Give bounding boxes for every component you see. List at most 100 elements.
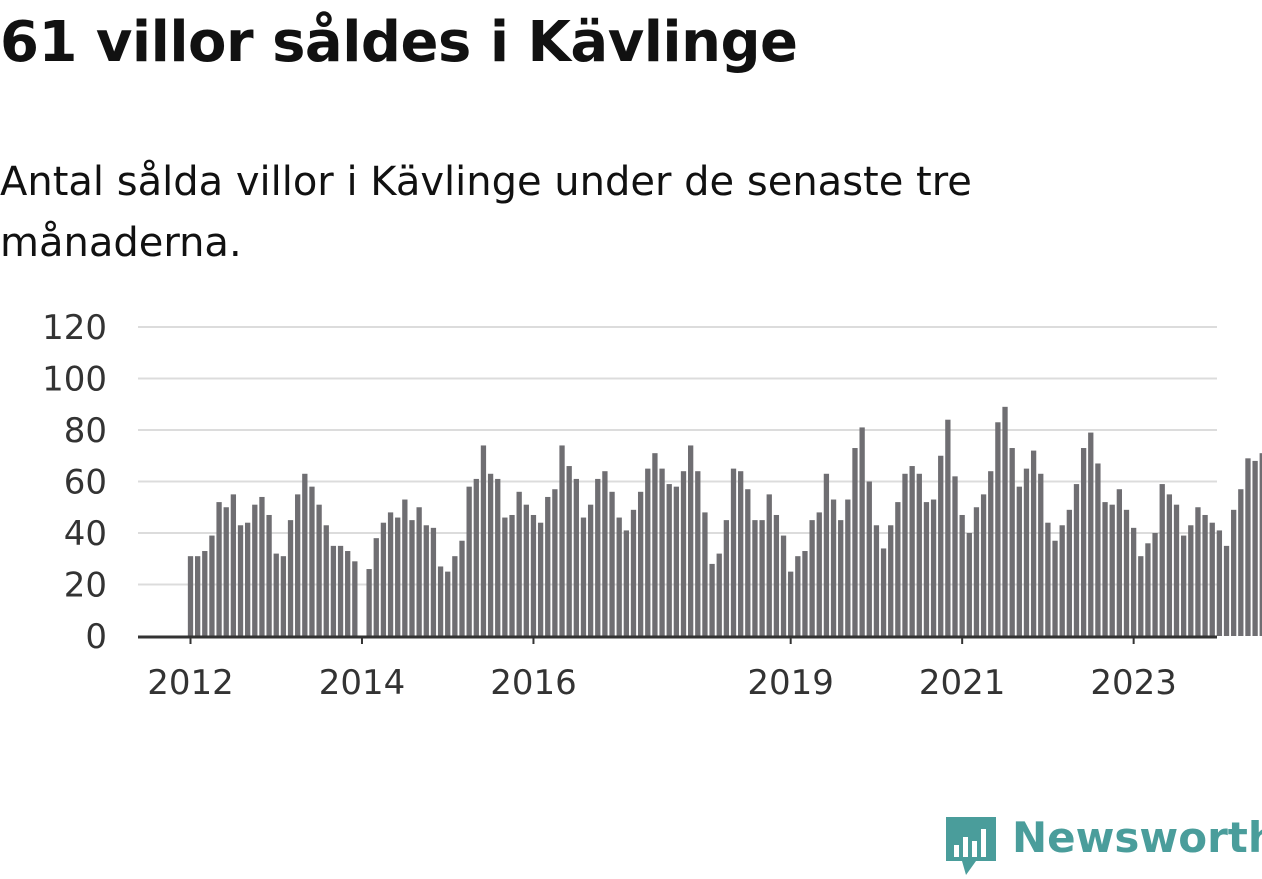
bar xyxy=(473,478,479,636)
bar xyxy=(659,468,665,636)
bar xyxy=(709,563,715,636)
bar xyxy=(1116,489,1122,636)
bar xyxy=(330,545,337,636)
bar xyxy=(1166,494,1173,636)
bar xyxy=(1159,484,1165,636)
bar xyxy=(309,486,315,636)
bar xyxy=(966,533,972,636)
bar xyxy=(902,473,908,636)
y-tick-label: 100 xyxy=(42,360,107,400)
bar xyxy=(237,525,244,636)
bar xyxy=(245,522,251,636)
bar xyxy=(552,489,558,636)
y-axis-tick-labels: 0 20 40 60 80 100 120 xyxy=(42,308,107,657)
x-axis-tick-labels: 2012201420162019202120232025 xyxy=(147,636,1262,703)
bar xyxy=(866,481,872,636)
bar xyxy=(295,494,301,636)
bar xyxy=(187,556,194,636)
bar xyxy=(1023,468,1030,636)
bar xyxy=(1173,504,1180,636)
bar xyxy=(509,514,515,636)
bar xyxy=(466,486,472,636)
newsworthy-brand: Newsworthy xyxy=(946,809,1262,875)
bar xyxy=(616,517,622,636)
bar xyxy=(273,553,279,636)
x-tick-label: 2019 xyxy=(747,663,834,703)
bar xyxy=(530,514,537,636)
bar xyxy=(738,471,744,636)
bar xyxy=(695,471,701,636)
bar xyxy=(1016,486,1022,636)
bars xyxy=(187,406,1262,636)
bar xyxy=(873,525,880,636)
bar xyxy=(816,512,822,636)
bar xyxy=(923,502,930,636)
bar xyxy=(416,507,422,636)
bar xyxy=(888,525,894,636)
y-tick-label: 120 xyxy=(42,308,107,348)
bar xyxy=(645,468,651,636)
bar xyxy=(595,478,601,636)
y-tick-label: 80 xyxy=(64,411,107,451)
bar xyxy=(938,455,944,636)
bar xyxy=(673,486,680,636)
bar xyxy=(602,471,608,636)
bar xyxy=(959,514,965,636)
bar xyxy=(452,556,458,636)
bar xyxy=(688,445,694,636)
bar-chart: 0 20 40 60 80 100 120 2012 2014 2016 2019 2021 2023… xyxy=(42,308,1262,703)
bar xyxy=(1188,525,1194,636)
bar xyxy=(895,502,901,636)
bar xyxy=(423,525,429,636)
bar xyxy=(1038,473,1044,636)
bar xyxy=(573,478,579,636)
bar xyxy=(1095,463,1101,636)
bar xyxy=(337,545,344,636)
bar xyxy=(1002,406,1008,636)
bar xyxy=(766,494,772,636)
bar xyxy=(459,540,465,636)
bar xyxy=(1245,458,1251,636)
bar xyxy=(1088,432,1094,636)
bar xyxy=(516,491,522,636)
y-tick-label: 20 xyxy=(64,566,107,606)
bar xyxy=(838,520,844,636)
bar xyxy=(230,494,237,636)
bar xyxy=(1238,489,1244,636)
bar xyxy=(352,561,358,636)
bar xyxy=(409,520,415,636)
bar xyxy=(1259,453,1262,636)
bar xyxy=(1045,522,1051,636)
bar xyxy=(1195,507,1201,636)
bar xyxy=(1030,450,1037,636)
bar xyxy=(1080,448,1087,636)
bar xyxy=(988,471,994,636)
bar xyxy=(702,512,708,636)
bar xyxy=(773,514,780,636)
y-tick-label: 40 xyxy=(64,514,107,554)
bar xyxy=(266,514,272,636)
bar xyxy=(345,551,351,636)
bar xyxy=(980,494,987,636)
bar xyxy=(1223,545,1230,636)
bar xyxy=(395,517,401,636)
bar xyxy=(1252,460,1258,636)
bar xyxy=(545,496,551,636)
bar xyxy=(402,499,408,636)
bar xyxy=(802,551,808,636)
bar xyxy=(323,525,329,636)
bar xyxy=(759,520,765,636)
bar xyxy=(380,522,387,636)
bar xyxy=(788,571,794,636)
bar xyxy=(209,535,215,636)
bar xyxy=(559,445,565,636)
bar xyxy=(1066,509,1072,636)
chart-subtitle: Antal sålda villor i Kävlinge under de s… xyxy=(0,159,972,266)
bar xyxy=(809,520,815,636)
x-tick-label: 2014 xyxy=(319,663,406,703)
bar xyxy=(445,571,451,636)
bar xyxy=(1231,509,1237,636)
x-tick-label: 2021 xyxy=(919,663,1006,703)
bar xyxy=(1152,533,1158,636)
bar xyxy=(716,553,722,636)
